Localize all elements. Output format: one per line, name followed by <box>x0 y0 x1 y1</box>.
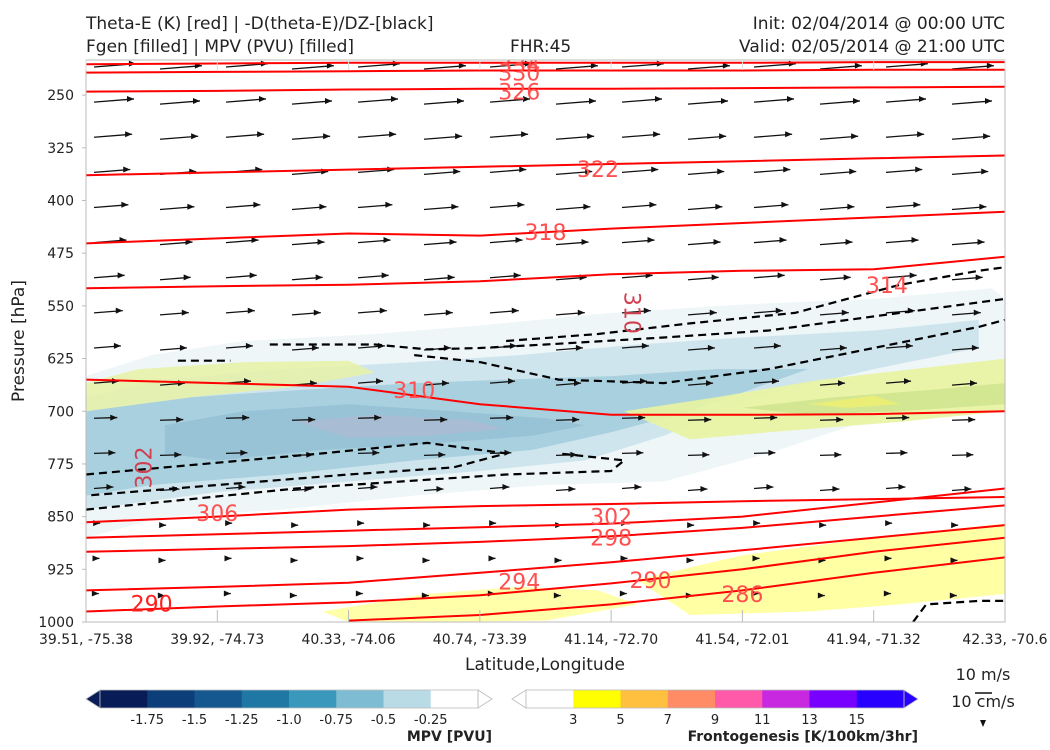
colorbar-tick-label: 5 <box>616 713 624 728</box>
mpv-filled-region <box>86 288 1005 538</box>
wind-reference-label-2: 10 cm/s <box>951 692 1015 711</box>
x-tick-label: 39.92, -74.73 <box>170 632 264 648</box>
colorbar-tick-label: -0.75 <box>319 713 353 728</box>
x-tick-label: 40.74, -73.39 <box>433 632 527 648</box>
colorbar-tick-label: -1.75 <box>130 713 164 728</box>
theta-e-contour-label: 302 <box>133 446 158 488</box>
theta-e-contour-label: 290 <box>131 592 173 617</box>
fgen-colorbar-label: Frontogenesis [K/100km/3hr] <box>688 729 918 745</box>
colorbar-tick-label: -1.25 <box>225 713 259 728</box>
colorbar-tick-label: 7 <box>664 713 672 728</box>
x-tick-label: 39.51, -75.38 <box>39 632 133 648</box>
colorbar-tick-label: 13 <box>801 713 818 728</box>
colorbar-tick-label: 15 <box>848 713 865 728</box>
theta-e-contour-label: 286 <box>721 583 763 608</box>
colorbar-tick-label: -0.25 <box>414 713 448 728</box>
theta-e-contour-label: 302 <box>590 506 632 531</box>
y-tick-label: 925 <box>47 562 74 578</box>
theta-e-contour-label: 326 <box>498 81 540 106</box>
colorbar-tick-label: 3 <box>569 713 577 728</box>
y-tick-label: 1000 <box>38 615 74 631</box>
theta-e-contour-label: 314 <box>866 274 908 299</box>
wind-vectors <box>91 60 994 599</box>
frontogenesis-colorbar: 3 5 7 9 11 13 15 <box>511 689 919 728</box>
y-tick-label: 700 <box>47 404 74 420</box>
y-tick-label: 325 <box>47 141 74 157</box>
thetae-gradient-contours <box>86 266 1005 622</box>
valid-time: Valid: 02/05/2014 @ 21:00 UTC <box>739 37 1005 57</box>
x-tick-label: 40.33, -74.06 <box>302 632 396 648</box>
theta-e-contour-label: 330 <box>498 62 540 87</box>
forecast-hour: FHR:45 <box>510 37 572 57</box>
theta-e-contour-label: 306 <box>196 502 238 527</box>
colorbar-tick-label: -0.5 <box>371 713 396 728</box>
title-line1-left: Theta-E (K) [red] | -D(theta-E)/DZ-[blac… <box>86 14 434 34</box>
y-tick-label: 400 <box>47 194 74 210</box>
y-tick-label: 550 <box>47 299 74 315</box>
colorbar-tick-label: -1.5 <box>182 713 207 728</box>
theta-e-contour-label: 310 <box>618 292 643 334</box>
y-axis-label: Pressure [hPa] <box>9 280 29 402</box>
plot-frame <box>85 59 1006 623</box>
y-axis-ticks: 250 325 400 475 550 625 700 775 850 925 1000 <box>38 88 86 631</box>
colorbar-tick-label: -1.0 <box>276 713 301 728</box>
x-tick-label: 42.33, -70.6 <box>962 632 1047 648</box>
y-tick-label: 850 <box>47 510 74 526</box>
mpv-colorbar-label: MPV [PVU] <box>407 729 492 745</box>
x-axis-label: Latitude,Longitude <box>465 655 625 675</box>
x-tick-label: 41.94, -71.32 <box>827 632 921 648</box>
theta-e-contour-label: 310 <box>393 379 435 404</box>
theta-e-contour-label: 318 <box>525 221 567 246</box>
title-line2-left: Fgen [filled] | MPV (PVU) [filled] <box>86 37 355 57</box>
x-axis-ticks: 39.51, -75.38 39.92, -74.73 40.33, -74.06 4… <box>39 60 1048 648</box>
mpv-colorbar: -1.75 -1.5 -1.25 -1.0 -0.75 -0.5 -0.25 <box>85 689 493 728</box>
theta-e-contour-label: 298 <box>590 527 632 552</box>
x-tick-label: 41.54, -72.01 <box>695 632 789 648</box>
init-time: Init: 02/04/2014 @ 00:00 UTC <box>752 14 1005 34</box>
y-tick-label: 250 <box>47 88 74 104</box>
wind-reference-label-1: 10 m/s <box>956 665 1011 684</box>
y-tick-label: 625 <box>47 352 74 368</box>
wind-reference-vertical-arrow <box>980 720 986 727</box>
frontogenesis-filled-region <box>86 358 1005 622</box>
y-tick-label: 775 <box>47 457 74 473</box>
x-tick-label: 41.14, -72.70 <box>564 632 658 648</box>
colorbar-tick-label: 11 <box>754 713 771 728</box>
theta-e-contour-label: 322 <box>577 158 619 183</box>
theta-e-contour-label: 290 <box>630 569 672 594</box>
y-tick-label: 475 <box>47 246 74 262</box>
colorbar-tick-label: 9 <box>711 713 719 728</box>
theta-e-contour-label: 334 <box>498 53 540 78</box>
